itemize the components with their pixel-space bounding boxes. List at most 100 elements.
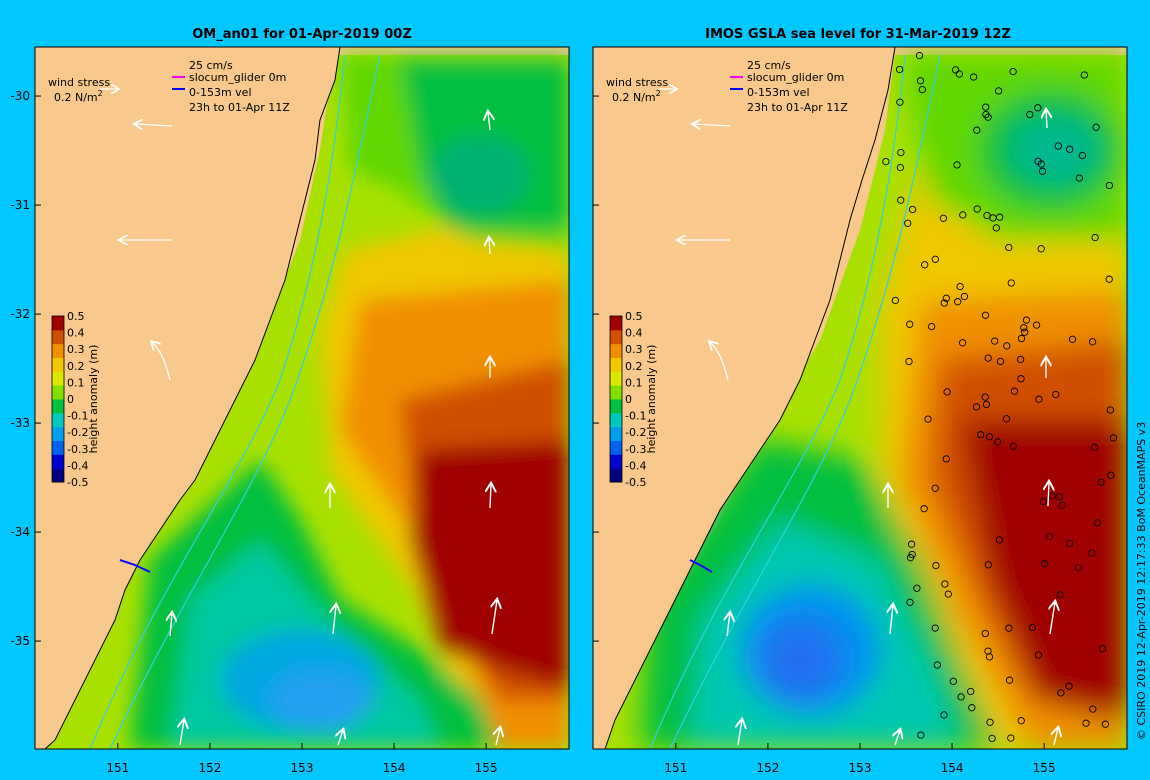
wind-scale-label: 0.2 N/m2 bbox=[54, 89, 103, 104]
observation-marker bbox=[1080, 71, 1088, 79]
colorbar-tick-label: -0.4 bbox=[625, 459, 646, 472]
observation-marker bbox=[984, 354, 992, 362]
colorbar-tick-label: -0.5 bbox=[67, 476, 88, 489]
observation-marker bbox=[1107, 471, 1115, 479]
coastline bbox=[593, 47, 896, 749]
colorbar-swatch bbox=[52, 412, 64, 428]
lat-tick-label: -34 bbox=[10, 525, 30, 539]
observation-marker bbox=[1007, 734, 1015, 742]
observation-marker bbox=[1055, 493, 1064, 501]
observation-marker bbox=[1017, 375, 1025, 383]
axis-ticks: 151 152 153 154 155 -30 -31 -32 -33 -34 -35 bbox=[10, 89, 497, 775]
observation-marker bbox=[982, 103, 990, 111]
lon-tick-label: 152 bbox=[756, 761, 779, 775]
observation-marker bbox=[921, 261, 929, 269]
panel-title: OM_an01 for 01-Apr-2019 00Z bbox=[192, 27, 412, 42]
observation-marker bbox=[995, 536, 1004, 544]
lon-tick-label: 153 bbox=[849, 761, 872, 775]
observation-marker bbox=[1074, 564, 1082, 572]
observation-marker bbox=[955, 70, 963, 78]
colorbar-swatch bbox=[610, 468, 622, 483]
observation-marker bbox=[1034, 651, 1043, 659]
observation-marker bbox=[882, 157, 890, 166]
observation-marker bbox=[949, 677, 957, 685]
lat-tick-label: -32 bbox=[10, 307, 30, 321]
observation-marker bbox=[967, 687, 975, 696]
observation-marker bbox=[960, 292, 969, 301]
observation-marker bbox=[1035, 395, 1043, 403]
colorbar-swatch bbox=[52, 399, 64, 414]
observation-marker bbox=[1092, 123, 1100, 131]
observation-marker bbox=[1003, 342, 1011, 350]
observation-marker bbox=[956, 282, 964, 291]
observation-marker bbox=[959, 211, 967, 219]
lon-tick-label: 154 bbox=[941, 761, 964, 775]
observation-marker bbox=[1068, 335, 1077, 343]
observation-marker bbox=[904, 219, 912, 227]
colorbar-swatch bbox=[52, 385, 64, 400]
legend-vel: 0-153m vel bbox=[189, 86, 252, 99]
observation-marker bbox=[973, 205, 981, 213]
observation-marker bbox=[969, 73, 978, 81]
observation-marker bbox=[954, 298, 962, 306]
observation-marker bbox=[982, 110, 990, 119]
colorbar-swatch bbox=[610, 385, 622, 400]
observation-marker bbox=[1009, 67, 1017, 76]
observation-marker bbox=[1056, 591, 1064, 599]
wind-arrows bbox=[120, 124, 173, 381]
colorbar-swatch bbox=[52, 440, 64, 455]
observation-marker bbox=[1088, 338, 1097, 346]
observation-marker bbox=[981, 311, 990, 319]
observation-marker bbox=[908, 550, 916, 559]
observation-marker bbox=[1093, 519, 1102, 527]
lon-tick-label: 155 bbox=[475, 761, 498, 775]
observation-marker bbox=[1021, 328, 1029, 336]
observation-marker bbox=[927, 322, 936, 331]
observation-marker bbox=[958, 339, 967, 347]
colorbar-swatch bbox=[52, 371, 64, 386]
observation-marker bbox=[940, 711, 948, 719]
colorbar-swatch bbox=[52, 357, 64, 372]
observation-marker bbox=[976, 431, 985, 439]
observation-marker bbox=[951, 66, 960, 74]
observation-marker bbox=[992, 224, 1000, 232]
glider-track bbox=[119, 559, 151, 573]
colorbar-tick-label: 0.2 bbox=[67, 360, 85, 373]
observation-marker bbox=[1010, 387, 1019, 395]
wind-stress-label: wind stress bbox=[48, 76, 110, 89]
legend-period: 23h to 01-Apr 11Z bbox=[747, 101, 848, 114]
observation-marker bbox=[1034, 157, 1042, 165]
observation-marker bbox=[933, 661, 941, 669]
observation-marker bbox=[896, 163, 905, 172]
observation-marker bbox=[1101, 720, 1110, 728]
wind-stress-label: wind stress bbox=[606, 76, 668, 89]
observation-marker bbox=[1005, 624, 1013, 632]
colorbar: 0.5 0.4 0.3 0.2 0.1 0 -0.1 -0.2 -0.3 -0.4 -0.5 heig… bbox=[609, 310, 658, 489]
observation-marker bbox=[917, 731, 925, 739]
observation-marker bbox=[973, 126, 981, 134]
observation-marker bbox=[913, 584, 921, 592]
colorbar-swatch bbox=[610, 426, 622, 441]
observation-marker bbox=[931, 624, 939, 632]
observation-marker bbox=[1088, 549, 1096, 557]
colorbar-swatch bbox=[610, 329, 622, 345]
colorbar-swatch bbox=[610, 371, 622, 386]
observation-marker bbox=[994, 87, 1003, 95]
observation-marker bbox=[1065, 539, 1074, 548]
observation-marker bbox=[1009, 442, 1018, 450]
observation-marker bbox=[908, 205, 917, 214]
sea-level-field bbox=[600, 55, 1127, 749]
coastline bbox=[35, 47, 341, 749]
observation-marker bbox=[983, 211, 991, 220]
colorbar-tick-label: 0.4 bbox=[67, 327, 85, 340]
colorbar-tick-label: -0.1 bbox=[67, 410, 88, 423]
observation-marker bbox=[1090, 443, 1099, 451]
observation-marker bbox=[1016, 355, 1025, 364]
observation-marker bbox=[985, 433, 994, 441]
observation-marker bbox=[1078, 151, 1087, 160]
colorbar-swatch bbox=[610, 316, 622, 331]
observation-marker bbox=[895, 65, 904, 74]
observation-marker bbox=[939, 214, 948, 222]
observation-marker bbox=[953, 161, 961, 169]
observation-marker bbox=[1065, 682, 1073, 690]
